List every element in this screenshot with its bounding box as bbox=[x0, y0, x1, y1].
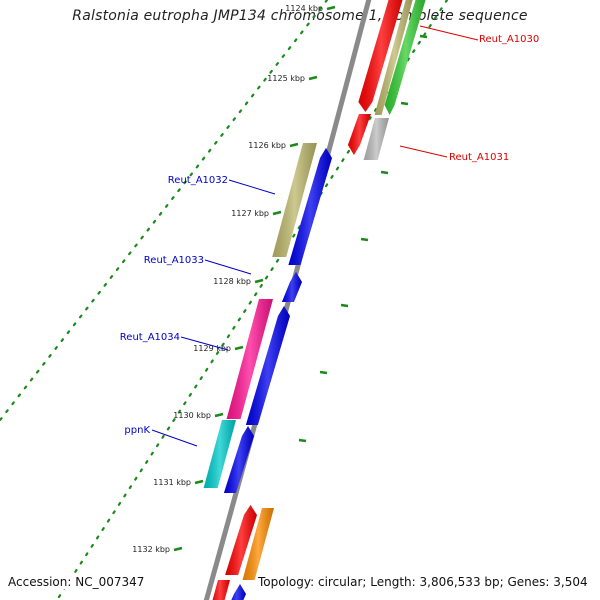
major-tick bbox=[254, 278, 264, 284]
tick-label: 1125 kbp bbox=[267, 74, 305, 83]
gene-reut-a1030-shade bbox=[358, 0, 403, 112]
leader-reut_a1032 bbox=[228, 179, 276, 195]
leader-reut_a1030 bbox=[419, 25, 479, 41]
major-tick bbox=[234, 345, 244, 351]
accession-label: Accession: NC_007347 bbox=[8, 575, 145, 589]
tick-label: 1124 kbp bbox=[285, 4, 323, 13]
major-tick bbox=[326, 5, 336, 11]
tick-label: 1129 kbp bbox=[193, 344, 231, 353]
gene-blue-ppnk-shade bbox=[223, 426, 254, 493]
minor-tick bbox=[380, 170, 389, 175]
label-leaders bbox=[151, 25, 479, 447]
minor-tick bbox=[400, 101, 409, 106]
gene-reut-a1032-shade bbox=[272, 143, 317, 257]
gene-reut-a1033 bbox=[281, 272, 302, 302]
major-tick bbox=[272, 210, 282, 216]
inner-tick-dots bbox=[0, 0, 329, 422]
minor-tick bbox=[298, 438, 307, 443]
labels: Reut_A1030 Reut_A1031 Reut_A1032 Reut_A1033… bbox=[120, 34, 539, 436]
minor-tick bbox=[340, 303, 349, 308]
gene-features bbox=[203, 0, 426, 600]
tick-label: 1128 kbp bbox=[213, 277, 251, 286]
gene-reut-a1034 bbox=[226, 299, 273, 419]
gene-reut-a1034-shade bbox=[226, 299, 273, 419]
gene-blue-bottom-shade bbox=[231, 584, 246, 600]
major-tick bbox=[308, 75, 318, 81]
minor-tick bbox=[319, 370, 328, 375]
major-tick bbox=[289, 142, 299, 148]
tick-dots bbox=[0, 0, 449, 600]
gene-label-ppnk: ppnK bbox=[124, 425, 150, 436]
gene-olive-upper bbox=[374, 0, 413, 115]
tick-label: 1132 kbp bbox=[132, 545, 170, 554]
gene-reut-a1033-shade bbox=[281, 272, 302, 302]
gene-reut-a1031-shade bbox=[363, 118, 389, 160]
leader-reut_a1031 bbox=[399, 145, 448, 158]
gene-red-lower bbox=[225, 505, 257, 575]
gene-orange-lower bbox=[242, 508, 274, 580]
major-tick bbox=[214, 412, 224, 418]
gene-label-reut_a1030: Reut_A1030 bbox=[479, 34, 539, 45]
gene-reut-a1030 bbox=[358, 0, 403, 112]
gene-blue-1034 bbox=[245, 306, 290, 425]
gene-blue-1032-shade bbox=[288, 148, 332, 265]
gene-label-reut_a1034: Reut_A1034 bbox=[120, 332, 180, 343]
gene-label-reut_a1031: Reut_A1031 bbox=[449, 152, 509, 163]
gene-blue-ppnk bbox=[223, 426, 254, 493]
gene-red-small bbox=[347, 114, 371, 155]
gene-blue-1034-shade bbox=[245, 306, 290, 425]
major-tick bbox=[173, 546, 183, 552]
gene-blue-1032 bbox=[288, 148, 332, 265]
gene-ppnk bbox=[203, 420, 236, 488]
tick-marks: 1124 kbp 1125 kbp 1126 kbp 1127 kbp 1128 kbp… bbox=[132, 4, 428, 554]
gene-orange-lower-shade bbox=[242, 508, 274, 580]
gene-ppnk-shade bbox=[203, 420, 236, 488]
gene-red-bottom-shade bbox=[212, 580, 230, 600]
gene-reut-a1032 bbox=[272, 143, 317, 257]
gene-red-lower-shade bbox=[225, 505, 257, 575]
leader-ppnk bbox=[151, 429, 198, 447]
tick-label: 1131 kbp bbox=[153, 478, 191, 487]
minor-tick bbox=[419, 34, 428, 39]
gene-reut-a1031 bbox=[363, 118, 389, 160]
topology-label: Topology: circular; Length: 3,806,533 bp… bbox=[258, 575, 588, 589]
gene-green-upper-shade bbox=[384, 0, 426, 115]
tick-label: 1130 kbp bbox=[173, 411, 211, 420]
gene-olive-upper-shade bbox=[374, 0, 413, 115]
gene-red-bottom bbox=[212, 580, 230, 600]
major-tick bbox=[194, 479, 204, 485]
gene-label-reut_a1032: Reut_A1032 bbox=[168, 175, 228, 186]
tick-label: 1127 kbp bbox=[231, 209, 269, 218]
leader-reut_a1034 bbox=[180, 336, 229, 351]
gene-label-reut_a1033: Reut_A1033 bbox=[144, 255, 204, 266]
leader-reut_a1033 bbox=[204, 259, 252, 275]
gene-blue-bottom bbox=[231, 584, 246, 600]
tick-label: 1126 kbp bbox=[248, 141, 286, 150]
gene-green-upper bbox=[384, 0, 426, 115]
gene-red-small-shade bbox=[347, 114, 371, 155]
minor-tick bbox=[360, 237, 369, 242]
